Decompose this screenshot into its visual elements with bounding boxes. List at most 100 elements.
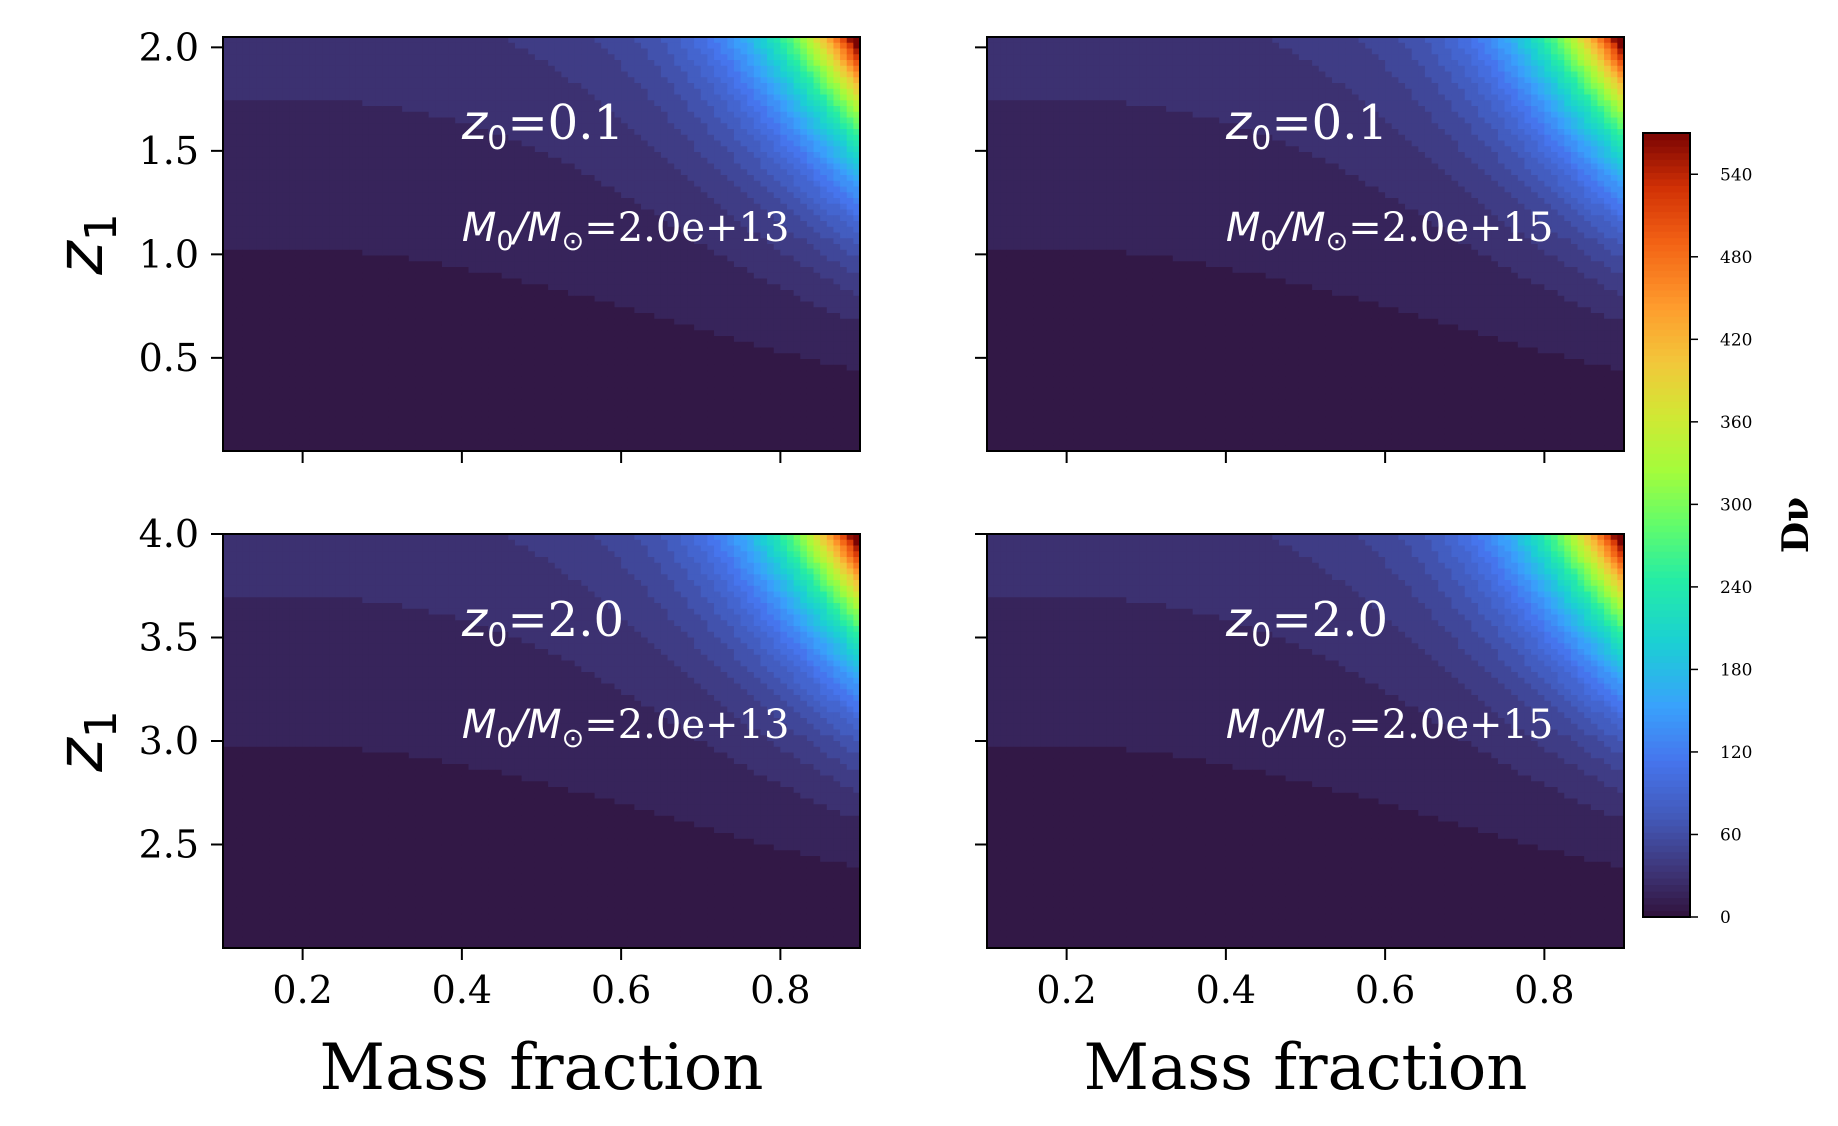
heatmap-cell — [561, 157, 569, 165]
heatmap-cell — [614, 370, 622, 377]
heatmap-cell — [368, 336, 377, 343]
heatmap-cell — [614, 117, 622, 124]
heatmap-cell — [362, 267, 370, 274]
heatmap-cell — [342, 129, 350, 136]
heatmap-cell — [349, 129, 357, 136]
heatmap-cell — [647, 203, 655, 211]
heatmap-cell — [495, 42, 503, 50]
heatmap-cell — [289, 232, 297, 239]
heatmap-cell — [428, 123, 436, 130]
heatmap-cell — [295, 307, 304, 314]
heatmap-cell — [269, 416, 277, 423]
heatmap-cell — [528, 169, 536, 176]
heatmap-cell — [468, 278, 476, 285]
heatmap-cell — [680, 186, 689, 193]
heatmap-cell — [276, 347, 284, 354]
heatmap-cell — [322, 175, 330, 182]
heatmap-cell — [395, 445, 403, 451]
heatmap-cell — [355, 330, 363, 337]
heatmap-cell — [422, 433, 430, 441]
heatmap-cell — [289, 111, 297, 119]
heatmap-cell — [242, 123, 251, 130]
heatmap-cell — [402, 364, 410, 372]
heatmap-cell — [514, 221, 523, 228]
heatmap-cell — [587, 244, 596, 251]
heatmap-cell — [508, 226, 516, 234]
heatmap-cell — [435, 295, 443, 303]
heatmap-cell — [614, 60, 622, 67]
heatmap-cell — [521, 192, 529, 199]
heatmap-cell — [256, 284, 264, 291]
heatmap-cell — [495, 324, 503, 331]
heatmap-cell — [262, 324, 271, 331]
heatmap-cell — [355, 163, 363, 170]
heatmap-cell — [674, 387, 682, 395]
heatmap-cell — [660, 272, 669, 280]
heatmap-cell — [402, 307, 410, 314]
heatmap-cell — [501, 180, 509, 188]
heatmap-cell — [468, 439, 476, 446]
heatmap-cell — [448, 370, 456, 377]
heatmap-cell — [455, 433, 463, 441]
heatmap-cell — [674, 295, 682, 303]
heatmap-cell — [256, 37, 264, 44]
heatmap-cell — [568, 272, 576, 280]
heatmap-cell — [601, 232, 609, 239]
heatmap-cell — [660, 60, 669, 67]
heatmap-cell — [289, 238, 297, 245]
heatmap-cell — [249, 422, 257, 429]
heatmap-cell — [674, 180, 682, 188]
heatmap-cell — [295, 295, 304, 303]
heatmap-cell — [276, 318, 284, 326]
heatmap-cell — [621, 232, 629, 239]
heatmap-cell — [601, 439, 609, 446]
heatmap-cell — [428, 106, 436, 113]
heatmap-cell — [594, 157, 602, 165]
heatmap-cell — [249, 255, 257, 262]
heatmap-cell — [322, 186, 330, 193]
heatmap-cell — [441, 100, 450, 107]
heatmap-cell — [554, 146, 563, 153]
heatmap-cell — [521, 54, 529, 61]
heatmap-cell — [388, 364, 397, 372]
heatmap-cell — [329, 157, 337, 165]
heatmap-cell — [242, 146, 251, 153]
heatmap-cell — [368, 244, 377, 251]
heatmap-cell — [601, 278, 609, 285]
heatmap-cell — [514, 255, 523, 262]
heatmap-cell — [475, 175, 483, 182]
heatmap-cell — [581, 232, 589, 239]
heatmap-cell — [229, 313, 237, 320]
heatmap-cell — [660, 140, 669, 147]
heatmap-cell — [388, 336, 397, 343]
heatmap-cell — [395, 42, 403, 50]
heatmap-cell — [362, 37, 370, 44]
heatmap-cell — [594, 83, 602, 90]
heatmap-cell — [282, 284, 290, 291]
heatmap-cell — [362, 129, 370, 136]
heatmap-cell — [441, 123, 450, 130]
heatmap-cell — [581, 353, 589, 360]
heatmap-cell — [674, 37, 682, 44]
heatmap-cell — [667, 410, 675, 418]
heatmap-cell — [634, 370, 642, 377]
heatmap-cell — [415, 307, 423, 314]
heatmap-cell — [368, 226, 377, 234]
heatmap-cell — [534, 284, 543, 291]
heatmap-cell — [488, 94, 496, 101]
heatmap-cell — [528, 445, 536, 451]
heatmap-cell — [309, 290, 317, 297]
heatmap-cell — [435, 221, 443, 228]
heatmap-cell — [495, 347, 503, 354]
heatmap-cell — [422, 387, 430, 395]
heatmap-cell — [654, 433, 662, 441]
heatmap-cell — [242, 192, 251, 199]
heatmap-cell — [441, 307, 450, 314]
heatmap-cell — [236, 341, 244, 349]
heatmap-cell — [441, 111, 450, 119]
heatmap-cell — [627, 209, 635, 216]
heatmap-cell — [309, 152, 317, 159]
heatmap-cell — [495, 376, 503, 383]
heatmap-cell — [362, 249, 370, 257]
heatmap-cell — [488, 267, 496, 274]
